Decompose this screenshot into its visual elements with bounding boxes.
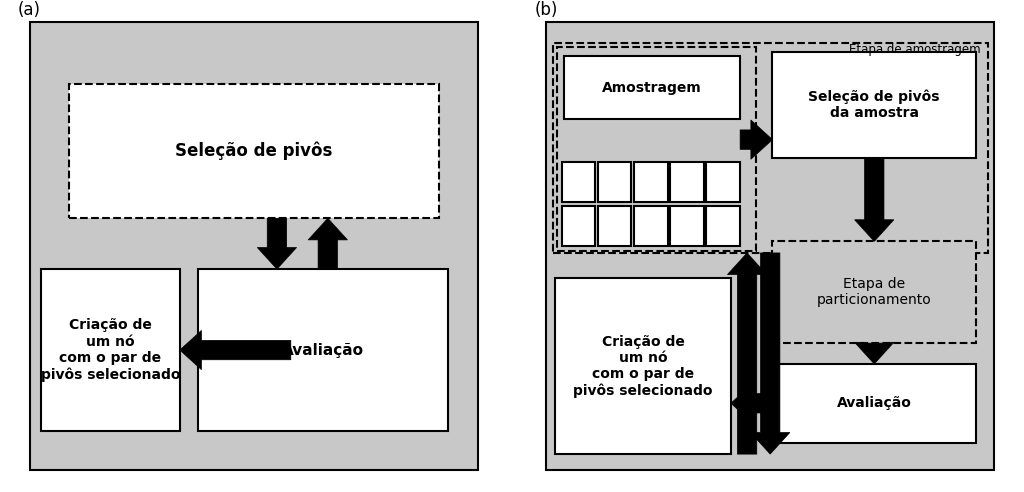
Bar [772,242,976,343]
Bar [564,57,740,119]
Bar [707,206,739,246]
Bar [555,278,731,454]
Bar [707,162,739,202]
Polygon shape [257,218,297,269]
Text: (b): (b) [535,1,558,19]
Bar [557,47,757,250]
Text: Criação de
um nó
com o par de
pivôs selecionado: Criação de um nó com o par de pivôs sele… [573,335,713,398]
Bar [41,269,180,431]
Bar [553,42,987,253]
Bar [772,364,976,443]
Text: Seleção de pivôs: Seleção de pivôs [175,142,333,160]
Polygon shape [731,384,772,423]
Text: (a): (a) [18,1,41,19]
Polygon shape [855,158,894,242]
Bar [671,162,703,202]
Bar [598,206,632,246]
Bar [772,52,976,158]
Polygon shape [308,218,347,269]
Bar [634,162,668,202]
Bar [671,206,703,246]
Text: Criação de
um nó
com o par de
pivôs selecionado: Criação de um nó com o par de pivôs sele… [41,318,180,382]
Bar [69,84,439,218]
Text: Seleção de pivôs
da amostra: Seleção de pivôs da amostra [809,90,940,120]
Text: Avaliação: Avaliação [283,342,365,358]
Polygon shape [180,331,291,369]
Polygon shape [855,342,894,364]
Polygon shape [751,253,790,454]
Bar [562,206,595,246]
Text: Avaliação: Avaliação [837,396,911,410]
Bar [598,162,632,202]
Polygon shape [740,120,772,159]
Text: Etapa de amostragem: Etapa de amostragem [849,43,981,57]
Polygon shape [727,253,767,454]
Text: Etapa de
particionamento: Etapa de particionamento [817,277,932,308]
Bar [634,206,668,246]
Text: Amostragem: Amostragem [602,81,702,95]
Bar [199,269,449,431]
Bar [562,162,595,202]
